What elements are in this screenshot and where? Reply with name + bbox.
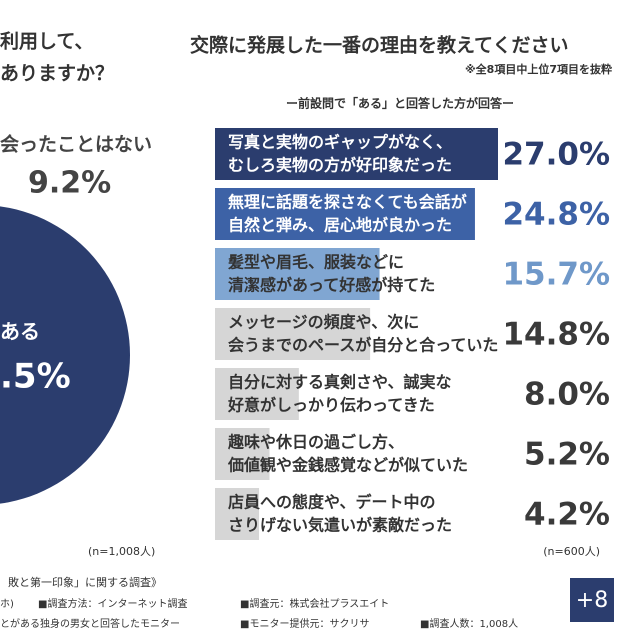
bar bbox=[215, 248, 380, 300]
main-value: .5% bbox=[0, 357, 71, 397]
note: ※全8項目中上位7項目を抜粋 bbox=[465, 62, 612, 76]
value-label: 15.7% bbox=[502, 257, 610, 293]
category-label: 好意がしっかり伝わってきた bbox=[227, 396, 435, 415]
question: 利用して、 bbox=[0, 31, 93, 53]
category-label: 会うまでのペースが自分と合っていた bbox=[228, 336, 498, 355]
category-label: 無理に話題を探さなくても会話が bbox=[228, 193, 467, 212]
bar bbox=[215, 428, 270, 480]
category-label: 写真と実物のギャップがなく、 bbox=[228, 133, 452, 152]
footer-text: ■調査元：株式会社プラスエイト bbox=[240, 597, 389, 610]
footer-text: ■調査方法：インターネット調査 bbox=[38, 597, 187, 610]
footer-text: ■調査人数：1,008人 bbox=[420, 617, 518, 630]
footer-text: ■モニター提供元：サクリサ bbox=[240, 617, 369, 630]
value-label: 14.8% bbox=[502, 317, 610, 353]
slice-label: 会ったことはない bbox=[0, 133, 152, 156]
category-label: むしろ実物の方が好印象だった bbox=[228, 156, 452, 175]
value-label: 27.0% bbox=[502, 137, 610, 173]
logo: +8 bbox=[576, 588, 608, 613]
logo-box bbox=[570, 578, 614, 622]
slice-value: 9.2% bbox=[28, 166, 111, 201]
question: ありますか？ bbox=[0, 63, 114, 85]
value-label: 8.0% bbox=[524, 377, 610, 413]
category-label: 趣味や休日の過ごし方、 bbox=[227, 433, 404, 452]
value-label: 5.2% bbox=[524, 437, 610, 473]
footer-text: とがある独身の男女と回答したモニター bbox=[0, 617, 180, 630]
category-label: 自分に対する真剣さや、誠実な bbox=[228, 373, 452, 392]
value-label: 4.2% bbox=[524, 497, 610, 533]
sample: (n=600人) bbox=[543, 545, 600, 558]
category-label: 自然と弾み、居心地が良かった bbox=[228, 216, 452, 235]
category-label: 清潔感があって好感が持てた bbox=[228, 276, 435, 295]
category-label: 店員への態度や、デート中の bbox=[228, 493, 436, 512]
sample: (n=1,008人) bbox=[88, 545, 155, 558]
category-label: さりげない気遣いが素敵だった bbox=[228, 516, 452, 535]
bar bbox=[215, 488, 260, 540]
footer-text: ホ) bbox=[0, 598, 14, 610]
footer-text: 敗と第一印象」に関する調査》 bbox=[8, 575, 162, 589]
pie-disc bbox=[0, 206, 130, 504]
bar bbox=[215, 128, 498, 180]
subtitle: ー前設問で「ある」と回答した方が回答ー bbox=[286, 96, 514, 111]
value-label: 24.8% bbox=[502, 197, 610, 233]
category-label: 髪型や眉毛、服装などに bbox=[227, 253, 404, 272]
bar bbox=[215, 188, 475, 240]
bar bbox=[215, 308, 371, 360]
main-label: ある bbox=[0, 320, 40, 344]
bar bbox=[215, 368, 299, 420]
category-label: 価値観や金銭感覚などが似ていた bbox=[227, 456, 468, 475]
chart-title: 交際に発展した一番の理由を教えてください bbox=[190, 34, 568, 57]
category-label: メッセージの頻度や、次に bbox=[228, 313, 419, 332]
